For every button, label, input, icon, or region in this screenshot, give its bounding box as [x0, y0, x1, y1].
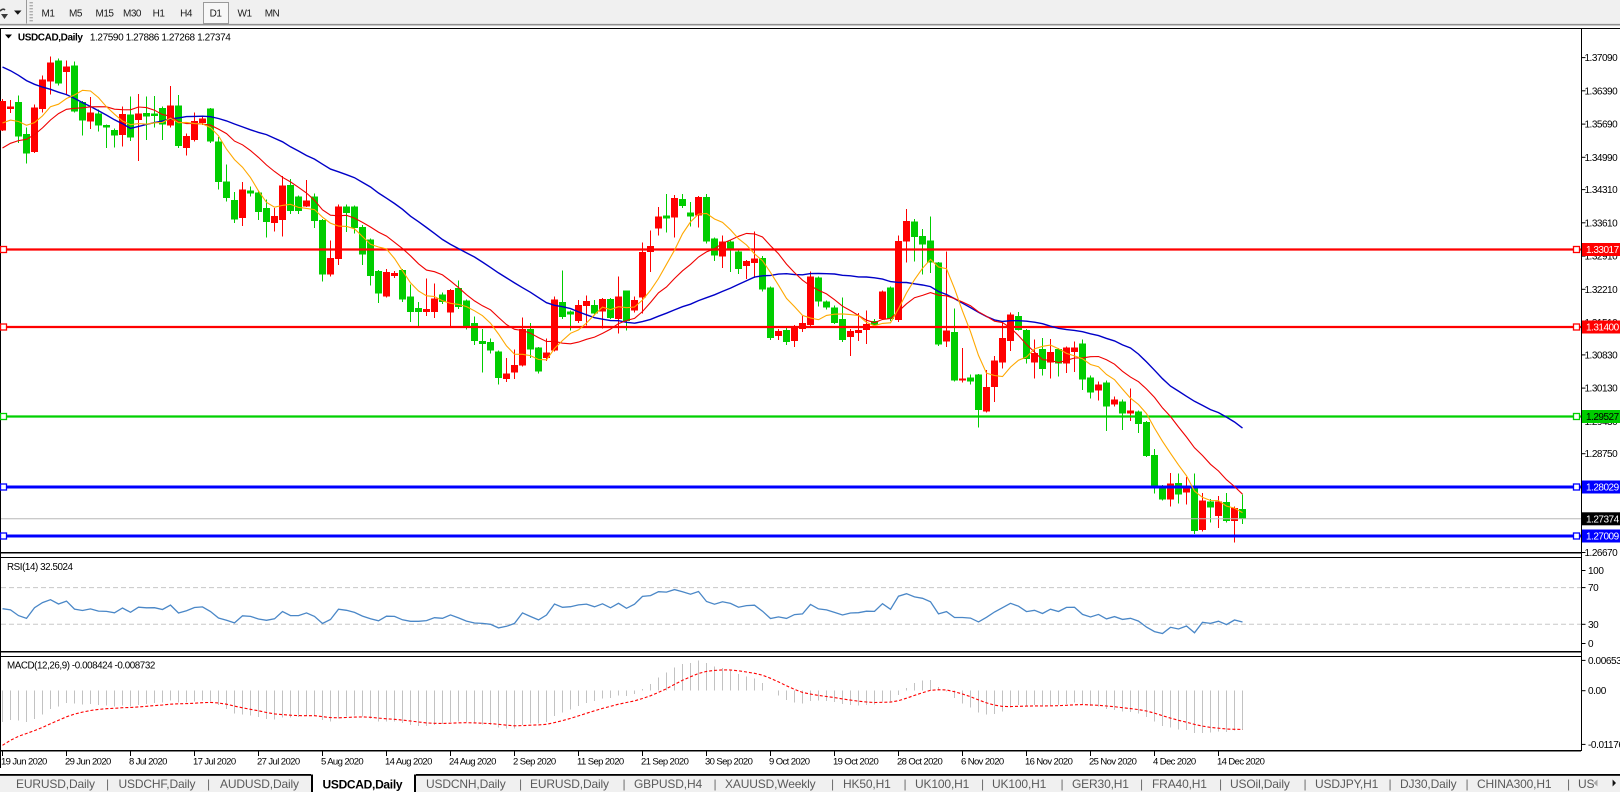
svg-text:5 Aug 2020: 5 Aug 2020 — [321, 757, 363, 768]
svg-text:MACD(12,26,9) -0.008424 -0.008: MACD(12,26,9) -0.008424 -0.008732 — [7, 661, 155, 672]
svg-text:8 Jul 2020: 8 Jul 2020 — [129, 757, 167, 768]
svg-text:M5: M5 — [69, 9, 83, 20]
svg-text:0.006535: 0.006535 — [1588, 656, 1620, 667]
svg-text:HK50,H1: HK50,H1 — [843, 777, 891, 791]
svg-text:CHINA300,H1: CHINA300,H1 — [1477, 777, 1552, 791]
svg-text:|: | — [1219, 777, 1222, 791]
svg-text:29 Jun 2020: 29 Jun 2020 — [65, 757, 111, 768]
svg-text:1.29527: 1.29527 — [1586, 412, 1620, 423]
svg-text:1.32210: 1.32210 — [1585, 285, 1619, 296]
svg-text:USDJPY,H1: USDJPY,H1 — [1315, 777, 1379, 791]
svg-text:|: | — [623, 777, 626, 791]
svg-text:1.27009: 1.27009 — [1586, 532, 1620, 543]
svg-text:GBPUSD,H4: GBPUSD,H4 — [634, 777, 702, 791]
svg-text:1.31400: 1.31400 — [1586, 323, 1620, 334]
svg-text:1.27590 1.27886 1.27268 1.2737: 1.27590 1.27886 1.27268 1.27374 — [90, 33, 231, 44]
svg-text:EURUSD,Daily: EURUSD,Daily — [530, 777, 609, 791]
svg-text:USDCAD,Daily: USDCAD,Daily — [323, 778, 403, 792]
svg-text:USDCAD,Daily: USDCAD,Daily — [18, 33, 83, 44]
svg-text:11 Sep 2020: 11 Sep 2020 — [577, 757, 624, 768]
svg-text:RSI(14) 32.5024: RSI(14) 32.5024 — [7, 562, 74, 573]
svg-text:1.30130: 1.30130 — [1585, 384, 1619, 395]
svg-text:2 Sep 2020: 2 Sep 2020 — [513, 757, 556, 768]
svg-text:14 Aug 2020: 14 Aug 2020 — [385, 757, 432, 768]
svg-text:19 Jun 2020: 19 Jun 2020 — [1, 757, 47, 768]
svg-text:6 Nov 2020: 6 Nov 2020 — [961, 757, 1004, 768]
svg-text:1.33017: 1.33017 — [1586, 245, 1620, 256]
svg-text:|: | — [1061, 777, 1064, 791]
svg-text:0: 0 — [1588, 639, 1594, 650]
svg-text:H1: H1 — [153, 9, 166, 20]
svg-text:H4: H4 — [180, 9, 193, 20]
svg-text:1.28750: 1.28750 — [1585, 449, 1619, 460]
svg-text:UK100,H1: UK100,H1 — [992, 777, 1047, 791]
svg-text:D1: D1 — [210, 9, 223, 20]
svg-text:|: | — [904, 777, 907, 791]
svg-text:|: | — [714, 777, 717, 791]
svg-text:1.27374: 1.27374 — [1586, 514, 1620, 525]
svg-text:30 Sep 2020: 30 Sep 2020 — [705, 757, 753, 768]
svg-text:|: | — [831, 777, 834, 791]
svg-text:0.00: 0.00 — [1588, 686, 1607, 697]
svg-text:MN: MN — [265, 9, 280, 20]
svg-text:1.28029: 1.28029 — [1586, 483, 1620, 494]
svg-text:FRA40,H1: FRA40,H1 — [1152, 777, 1207, 791]
svg-text:19 Oct 2020: 19 Oct 2020 — [833, 757, 878, 768]
svg-text:1.30830: 1.30830 — [1585, 350, 1619, 361]
svg-text:USDCHF,Daily: USDCHF,Daily — [119, 777, 196, 791]
svg-text:M30: M30 — [123, 9, 142, 20]
svg-text:EURUSD,Daily: EURUSD,Daily — [16, 777, 95, 791]
svg-text:1.37090: 1.37090 — [1585, 53, 1619, 64]
svg-text:|: | — [1567, 777, 1570, 791]
svg-text:M15: M15 — [96, 9, 115, 20]
svg-text:30: 30 — [1588, 620, 1599, 631]
svg-text:|: | — [207, 777, 210, 791]
svg-text:|: | — [519, 777, 522, 791]
svg-text:4 Dec 2020: 4 Dec 2020 — [1153, 757, 1196, 768]
svg-text:24 Aug 2020: 24 Aug 2020 — [449, 757, 496, 768]
svg-text:1.35690: 1.35690 — [1585, 120, 1619, 131]
svg-text:|: | — [1140, 777, 1143, 791]
svg-text:|: | — [1466, 777, 1469, 791]
svg-text:-0.011768: -0.011768 — [1588, 740, 1620, 751]
svg-text:70: 70 — [1588, 583, 1599, 594]
svg-text:1.26670: 1.26670 — [1585, 548, 1619, 559]
svg-text:1.34990: 1.34990 — [1585, 153, 1619, 164]
svg-text:17 Jul 2020: 17 Jul 2020 — [193, 757, 236, 768]
svg-text:16 Nov 2020: 16 Nov 2020 — [1025, 757, 1073, 768]
svg-text:|: | — [1304, 777, 1307, 791]
svg-text:100: 100 — [1588, 566, 1604, 577]
svg-text:W1: W1 — [238, 9, 253, 20]
svg-text:|: | — [981, 777, 984, 791]
svg-text:USDCNH,Daily: USDCNH,Daily — [426, 777, 506, 791]
svg-text:14 Dec 2020: 14 Dec 2020 — [1217, 757, 1265, 768]
svg-text:1.34310: 1.34310 — [1585, 185, 1619, 196]
svg-text:25 Nov 2020: 25 Nov 2020 — [1089, 757, 1137, 768]
svg-text:9 Oct 2020: 9 Oct 2020 — [769, 757, 810, 768]
svg-text:M1: M1 — [42, 9, 56, 20]
svg-text:|: | — [106, 777, 109, 791]
svg-text:US: US — [1578, 777, 1595, 791]
svg-text:1.32910: 1.32910 — [1585, 252, 1619, 263]
svg-text:1.36390: 1.36390 — [1585, 86, 1619, 97]
svg-text:|: | — [1389, 777, 1392, 791]
svg-text:AUDUSD,Daily: AUDUSD,Daily — [220, 777, 299, 791]
svg-text:UK100,H1: UK100,H1 — [915, 777, 970, 791]
svg-text:21 Sep 2020: 21 Sep 2020 — [641, 757, 689, 768]
svg-text:27 Jul 2020: 27 Jul 2020 — [257, 757, 300, 768]
svg-text:28 Oct 2020: 28 Oct 2020 — [897, 757, 942, 768]
svg-text:USOil,Daily: USOil,Daily — [1230, 777, 1290, 791]
svg-text:1.33610: 1.33610 — [1585, 218, 1619, 229]
svg-text:GER30,H1: GER30,H1 — [1072, 777, 1129, 791]
svg-text:DJ30,Daily: DJ30,Daily — [1400, 777, 1457, 791]
svg-text:XAUUSD,Weekly: XAUUSD,Weekly — [725, 777, 816, 791]
